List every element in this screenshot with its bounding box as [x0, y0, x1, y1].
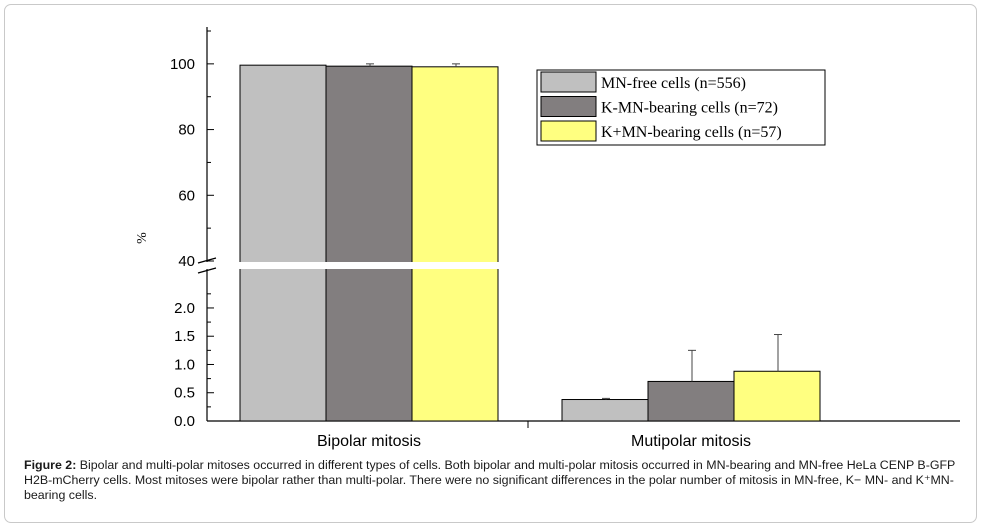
y-tick-label: 40	[178, 253, 195, 270]
y-axis-label: %	[135, 232, 150, 244]
axis-break-gap	[195, 262, 500, 269]
legend-swatch	[540, 120, 597, 142]
y-tick-label: 1.0	[174, 356, 195, 373]
bar	[561, 399, 649, 422]
caption-text: Bipolar and multi-polar mitoses occurred…	[24, 458, 956, 502]
bar	[239, 64, 327, 422]
y-tick-label: 60	[178, 187, 195, 204]
figure-caption: Figure 2: Bipolar and multi-polar mitose…	[24, 458, 964, 503]
legend-label: K-MN-bearing cells (n=72)	[601, 100, 778, 117]
y-tick-label: 0.5	[174, 385, 195, 402]
y-tick-label: 80	[178, 122, 195, 139]
bar	[411, 66, 499, 422]
legend-swatch	[540, 71, 597, 93]
bar	[647, 380, 735, 422]
y-tick-label: 2.0	[174, 300, 195, 317]
bar	[325, 65, 413, 422]
x-category-label: Bipolar mitosis	[317, 433, 421, 450]
y-tick-label: 100	[170, 56, 195, 73]
axis-break-mark	[197, 257, 217, 264]
legend-label: MN-free cells (n=556)	[601, 75, 746, 92]
legend-swatch	[540, 96, 597, 117]
caption-label: Figure 2:	[24, 458, 77, 472]
x-category-label: Mutipolar mitosis	[631, 433, 751, 450]
axis-break-mark	[197, 267, 217, 274]
y-tick-label: 0.0	[174, 413, 195, 430]
bar	[733, 370, 821, 422]
y-tick-label: 1.5	[174, 328, 195, 345]
bar-chart: 40 60 80 100 0.0 0.5 1.0 1.5 2.0 Bipolar mitosis M…	[135, 27, 960, 450]
legend-label: K+MN-bearing cells (n=57)	[601, 124, 782, 141]
